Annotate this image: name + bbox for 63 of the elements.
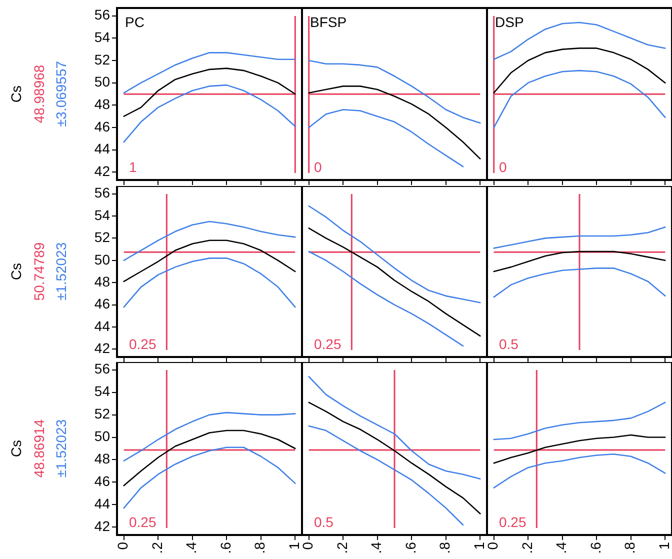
x-tick-label: 0 [300,542,316,550]
ref-line-label: 0 [499,159,507,175]
y-tick-label: 56 [94,6,110,23]
y-tick-label: 50 [94,428,110,444]
y-tick-label: 54 [94,383,110,400]
x-tick-label: .2 [518,542,535,554]
y-tick-label: 44 [94,140,110,157]
ref-line-label: 50.74789 [30,242,47,301]
y-tick-label: 42 [94,340,110,356]
x-tick-label: .4 [183,542,200,554]
ref-line-label: 0.25 [129,514,156,530]
x-tick-label: 0 [114,542,131,550]
y-tick-label: 56 [94,184,110,201]
y-tick-label: 42 [94,518,110,534]
y-tick-label: 46 [94,118,110,134]
chart-title: DSP [495,14,524,30]
ref-line-label: 0.25 [129,336,156,352]
ref-line-label: 1 [129,159,137,175]
x-tick-label: .6 [402,542,418,554]
y-tick-label: 48 [94,96,110,112]
y-tick-label: 50 [94,74,110,90]
ref-line-label: 0.25 [314,336,342,352]
y-tick-label: 52 [94,51,110,68]
x-tick-label: .6 [587,542,604,554]
y-tick-label: 50 [94,251,110,268]
x-tick-label: 0 [484,542,501,550]
x-tick-label: .2 [334,542,350,554]
x-tick-label: .8 [622,542,638,554]
text: ±1.52023 [52,242,69,301]
y-tick-label: 52 [94,229,110,246]
text: ±3.069557 [52,60,69,128]
y-tick-label: 42 [94,163,110,180]
y-axis-title: Cs [8,262,24,280]
y-tick-label: 54 [94,29,110,46]
y-tick-label: 46 [94,296,110,312]
ref-line-label: 0 [314,159,322,175]
x-tick-label: 1 [471,542,488,550]
x-tick-label: .8 [252,542,268,554]
ref-line-label: 0.25 [499,514,526,530]
chart-title: BFSP [310,14,347,30]
x-tick-label: .2 [148,542,165,554]
y-axis-title: Cs [8,85,24,103]
x-tick-label: 1 [656,542,672,550]
y-tick-label: 44 [94,496,110,512]
y-axis-title: Cs [8,440,24,458]
chart-title: PC [125,14,144,30]
ref-line-label: 48.86914 [30,419,47,478]
y-tick-label: 52 [94,406,110,422]
x-tick-label: .4 [368,542,384,554]
y-tick-label: 44 [94,318,110,334]
y-tick-label: 46 [94,473,110,490]
ref-line-label: 0.5 [314,514,334,530]
x-tick-label: .8 [436,542,453,554]
ref-line-label: 48.98968 [30,64,47,124]
y-tick-label: 56 [94,360,110,377]
y-tick-label: 48 [94,450,110,467]
y-tick-label: 54 [94,206,110,223]
text: ±1.52023 [52,419,69,478]
ref-line-label: 0.5 [499,336,519,352]
y-tick-label: 48 [94,273,110,290]
x-tick-label: .6 [217,542,234,554]
x-tick-label: 1 [286,542,302,550]
x-tick-label: .4 [553,542,570,554]
